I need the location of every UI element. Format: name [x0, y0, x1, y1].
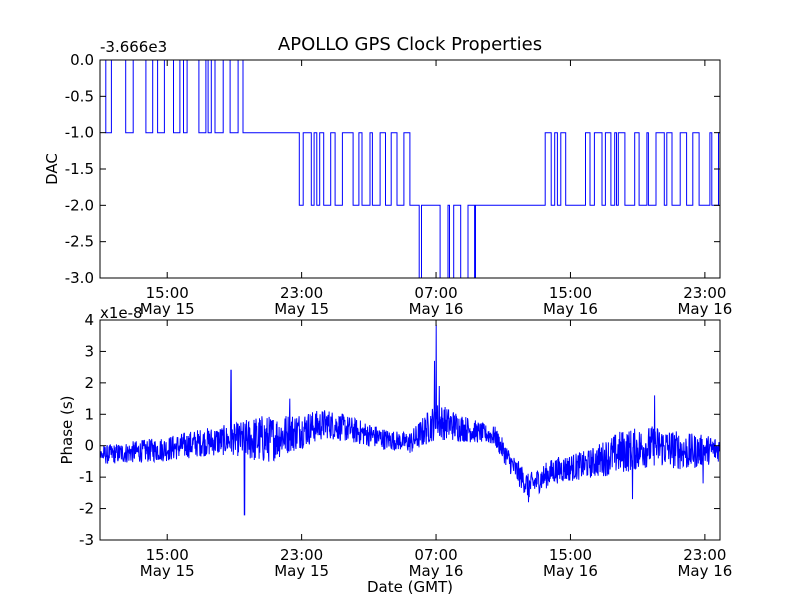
- phase-x-tick-date: May 16: [409, 562, 464, 580]
- dac-x-tick-date: May 16: [409, 300, 464, 318]
- dac-x-tick-date: May 15: [274, 300, 329, 318]
- dac-x-tick-date: May 15: [140, 300, 195, 318]
- chart-title: APOLLO GPS Clock Properties: [278, 34, 542, 55]
- phase-series-line: [100, 324, 720, 516]
- phase-y-tick-label: 4: [84, 311, 94, 329]
- phase-x-tick-time: 23:00: [683, 546, 726, 564]
- phase-x-tick-date: May 15: [274, 562, 329, 580]
- dac-x-tick-time: 07:00: [414, 284, 457, 302]
- dac-series: [100, 60, 720, 278]
- dac-y-tick-label: -0.5: [65, 87, 94, 105]
- phase-x-tick-time: 15:00: [549, 546, 592, 564]
- phase-y-tick-label: 3: [84, 342, 94, 360]
- phase-x-tick-date: May 15: [140, 562, 195, 580]
- phase-y-axis-label: Phase (s): [58, 395, 76, 464]
- dac-y-tick-label: -3.0: [65, 269, 94, 287]
- phase-x-tick-time: 23:00: [280, 546, 323, 564]
- phase-x-tick-time: 07:00: [414, 546, 457, 564]
- phase-series: [100, 324, 720, 516]
- dac-y-tick-label: -1.5: [65, 160, 94, 178]
- dac-y-tick-label: -1.0: [65, 124, 94, 142]
- phase-y-ticks: 4 3 2 1 0 -1 -2 -3: [79, 311, 720, 549]
- phase-y-tick-label: -1: [79, 468, 94, 486]
- dac-y-tick-label: -2.0: [65, 196, 94, 214]
- dac-y-tick-label: 0.0: [70, 51, 94, 69]
- phase-y-tick-label: -3: [79, 531, 94, 549]
- dac-y-tick-label: -2.5: [65, 233, 94, 251]
- phase-y-tick-label: -2: [79, 500, 94, 518]
- phase-offset-label: x1e-8: [100, 304, 143, 322]
- dac-x-tick-time: 23:00: [683, 284, 726, 302]
- x-axis-label: Date (GMT): [367, 578, 453, 596]
- phase-axes-frame: [99, 319, 721, 541]
- dac-series-line: [100, 60, 720, 278]
- dac-x-tick-date: May 16: [677, 300, 732, 318]
- phase-x-tick-date: May 16: [543, 562, 598, 580]
- dac-y-axis-label: DAC: [43, 153, 61, 185]
- phase-x-tick-time: 15:00: [146, 546, 189, 564]
- dac-x-tick-time: 23:00: [280, 284, 323, 302]
- dac-x-tick-time: 15:00: [549, 284, 592, 302]
- dac-x-tick-date: May 16: [543, 300, 598, 318]
- phase-y-tick-label: 2: [84, 374, 94, 392]
- dac-y-ticks: 0.0 -0.5 -1.0 -1.5 -2.0 -2.5 -3.0: [65, 51, 720, 287]
- phase-x-tick-date: May 16: [677, 562, 732, 580]
- dac-x-tick-time: 15:00: [146, 284, 189, 302]
- phase-y-tick-label: 1: [84, 405, 94, 423]
- dac-offset-label: -3.666e3: [100, 38, 167, 56]
- phase-y-tick-label: 0: [84, 437, 94, 455]
